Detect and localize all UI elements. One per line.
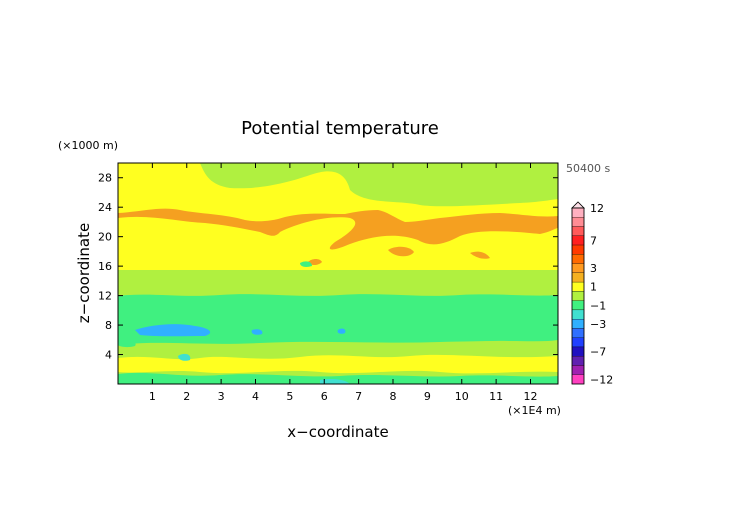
x-tick-label-9: 10 [455,390,469,403]
colorbar-swatch-9 [571,291,585,301]
field-patch-cyan-bottom [320,379,350,384]
field-layer-lower-warm [118,354,558,374]
x-tick-label-5: 6 [321,390,328,403]
field-patch-green-lower [118,339,136,348]
field-patch-blue-left [135,324,211,337]
colorbar-swatch-7 [571,272,585,283]
y-unit-label: (×1000 m) [58,139,118,152]
colorbar-swatch-12 [571,319,585,329]
colorbar-swatch-13 [571,328,585,338]
chart-title: Potential temperature [241,118,439,139]
x-tick-label-3: 4 [252,390,259,403]
field-patch-left-warm [118,163,135,190]
colorbar-swatch-5 [571,254,585,264]
colorbar-swatch-10 [571,300,585,311]
colorbar-swatch-11 [571,309,585,320]
y-tick-label-3: 16 [98,260,112,273]
x-tick-label-0: 1 [149,390,156,403]
x-tick-label-4: 5 [286,390,293,403]
x-axis-label: x−coordinate [287,423,388,441]
field-patch-yellow-in-orange [173,235,186,243]
y-axis-ticks: 4 8 12 16 20 24 28 [98,172,558,362]
field-patch-cold-bottom [118,372,558,384]
field-patch-blue-small [251,329,263,335]
colorbar-frame [571,207,585,385]
field-patch-blue-center [337,328,346,334]
colorbar-swatch-2 [571,226,585,236]
plot-area [118,163,558,384]
colorbar-swatch-18 [571,374,585,385]
field-patch-orange-mid [388,246,414,257]
field-layer-orange [118,208,558,250]
colorbar-label-8: 1 [590,281,597,294]
y-tick-label-6: 28 [98,172,112,185]
colorbar-label-10: −1 [590,299,606,312]
x-tick-label-1: 2 [183,390,190,403]
colorbar-swatch-17 [571,365,585,375]
x-unit-label: (×1E4 m) [508,404,561,417]
field-layer-cold [118,294,558,348]
colorbar-label-3: 7 [590,234,597,247]
x-tick-label-8: 9 [424,390,431,403]
colorbar-swatch-3 [571,235,585,246]
y-tick-label-4: 20 [98,231,112,244]
field-patch-orange-right [470,251,490,259]
y-tick-label-0: 4 [105,349,112,362]
colorbar: 12 7 3 1 −1 −3 −7 −12 [571,201,613,386]
colorbar-swatch-15 [571,346,585,357]
colorbar-label-12: −3 [590,318,606,331]
x-tick-label-6: 7 [355,390,362,403]
x-tick-label-11: 12 [524,390,538,403]
y-tick-label-5: 24 [98,201,112,214]
field-patch-green-mid [300,261,312,267]
plot-frame [117,162,559,385]
field-patch-cyan-mid [178,353,191,361]
x-tick-label-7: 8 [390,390,397,403]
colorbar-swatch-0 [571,207,585,218]
colorbar-label-15: −7 [590,346,606,359]
colorbar-label-0: 12 [590,202,604,215]
colorbar-swatch-4 [571,244,585,255]
colorbar-swatch-14 [571,337,585,348]
y-tick-label-2: 12 [98,290,112,303]
colorbar-swatch-16 [571,356,585,366]
y-axis-label: z−coordinate [75,223,93,323]
x-tick-label-10: 11 [489,390,503,403]
colorbar-swatch-1 [571,217,585,227]
y-tick-label-1: 8 [105,319,112,332]
colorbar-swatch-6 [571,263,585,273]
colorbar-swatch-8 [571,281,585,292]
x-tick-label-2: 3 [218,390,225,403]
colorbar-label-18: −12 [590,373,613,386]
colorbar-top-arrow [571,201,585,209]
colorbar-label-6: 3 [590,262,597,275]
x-axis-ticks: 1 2 3 4 5 6 7 8 9 10 11 12 [149,163,538,403]
field-patch-orange-small [308,259,322,265]
time-label: 50400 s [566,162,610,175]
